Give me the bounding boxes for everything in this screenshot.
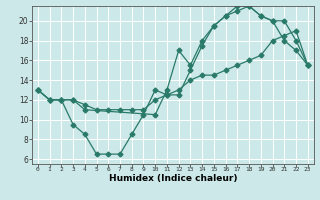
X-axis label: Humidex (Indice chaleur): Humidex (Indice chaleur) bbox=[108, 174, 237, 183]
